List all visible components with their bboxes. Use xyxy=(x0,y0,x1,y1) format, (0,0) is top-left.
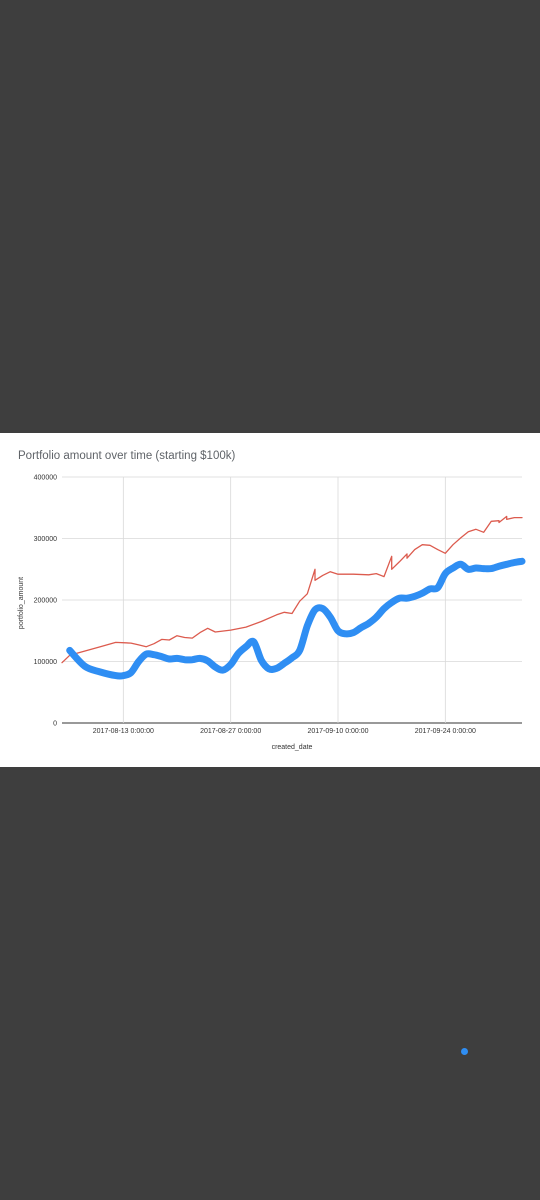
x-tick-label: 2017-08-13 0:00:00 xyxy=(93,728,154,735)
x-tick-label: 2017-09-10 0:00:00 xyxy=(307,728,368,735)
x-tick-label: 2017-08-27 0:00:00 xyxy=(200,728,261,735)
y-tick-label: 0 xyxy=(53,721,57,728)
x-axis-label: created_date xyxy=(272,744,313,751)
touch-indicator-dot xyxy=(461,1048,468,1055)
series-line-1 xyxy=(61,515,523,664)
gridlines xyxy=(62,476,522,724)
series-line-2 xyxy=(66,557,526,680)
y-tick-labels: 0 100000 200000 300000 400000 xyxy=(34,475,57,728)
y-tick-label: 400000 xyxy=(34,475,57,482)
chart-card: Portfolio amount over time (starting $10… xyxy=(0,433,540,767)
y-tick-label: 100000 xyxy=(34,659,57,666)
y-axis-label: portfolio_amount xyxy=(18,577,25,629)
x-tick-labels: 2017-08-13 0:00:00 2017-08-27 0:00:00 2017… xyxy=(93,728,476,735)
y-tick-label: 300000 xyxy=(34,536,57,543)
series-lines xyxy=(61,515,526,680)
x-tick-label: 2017-09-24 0:00:00 xyxy=(415,728,476,735)
chart-canvas: 0 100000 200000 300000 400000 2017-08-13 0:0… xyxy=(18,475,526,751)
chart-title: Portfolio amount over time (starting $10… xyxy=(18,450,236,462)
y-tick-label: 200000 xyxy=(34,598,57,605)
